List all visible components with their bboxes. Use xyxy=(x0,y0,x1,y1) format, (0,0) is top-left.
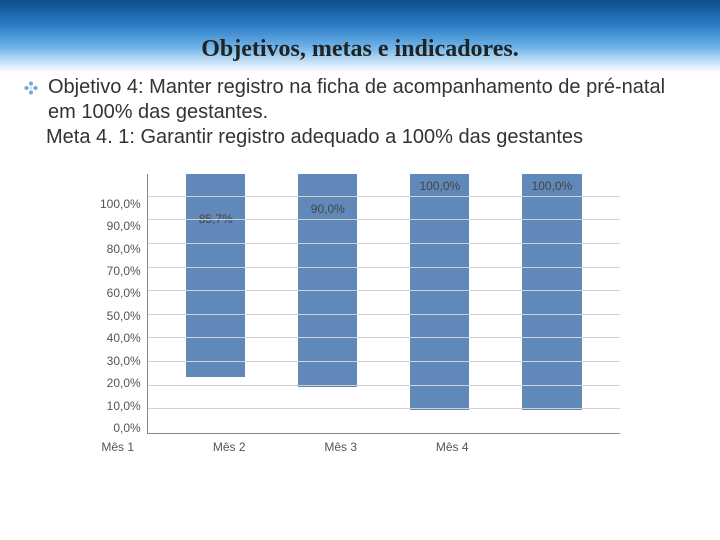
grid-line xyxy=(148,408,620,409)
y-tick-label: 60,0% xyxy=(107,287,141,299)
x-tick-label: Mês 2 xyxy=(180,440,278,454)
objective-text: Objetivo 4: Manter registro na ficha de … xyxy=(48,75,696,125)
bars-container: 85,7% 90,0% 100,0% 100,0% xyxy=(148,174,620,433)
bar-value-label: 100,0% xyxy=(532,179,573,193)
bar-column: 85,7% xyxy=(166,174,265,433)
grid-line xyxy=(148,361,620,362)
y-tick-label: 20,0% xyxy=(107,377,141,389)
y-tick-label: 0,0% xyxy=(113,422,140,434)
bar-column: 90,0% xyxy=(278,174,377,433)
y-tick-label: 90,0% xyxy=(107,220,141,232)
bullet-icon xyxy=(24,81,38,95)
x-axis: Mês 1 Mês 2 Mês 3 Mês 4 xyxy=(50,434,520,454)
bar xyxy=(410,174,469,410)
y-tick-label: 10,0% xyxy=(107,400,141,412)
bar-chart: 100,0% 90,0% 80,0% 70,0% 60,0% 50,0% 40,0% 30,0… xyxy=(100,174,620,434)
slide-title: Objetivos, metas e indicadores. xyxy=(0,36,720,63)
grid-line xyxy=(148,196,620,197)
y-tick-label: 100,0% xyxy=(100,198,141,210)
grid-line xyxy=(148,243,620,244)
bar xyxy=(522,174,581,410)
grid-line xyxy=(148,337,620,338)
goal-text: Meta 4. 1: Garantir registro adequado a … xyxy=(24,125,696,150)
y-tick-label: 70,0% xyxy=(107,265,141,277)
body-text: Objetivo 4: Manter registro na ficha de … xyxy=(0,75,720,156)
bar-column: 100,0% xyxy=(391,174,490,433)
y-tick-label: 30,0% xyxy=(107,355,141,367)
bar-value-label: 90,0% xyxy=(311,202,345,216)
grid-line xyxy=(148,385,620,386)
grid-line xyxy=(148,314,620,315)
bar-column: 100,0% xyxy=(503,174,602,433)
x-tick-label: Mês 4 xyxy=(403,440,501,454)
grid-line xyxy=(148,267,620,268)
bar xyxy=(186,174,245,377)
plot-area: 85,7% 90,0% 100,0% 100,0% xyxy=(147,174,620,434)
x-tick-label: Mês 1 xyxy=(69,440,167,454)
y-tick-label: 40,0% xyxy=(107,332,141,344)
y-tick-label: 50,0% xyxy=(107,310,141,322)
y-tick-label: 80,0% xyxy=(107,243,141,255)
y-axis: 100,0% 90,0% 80,0% 70,0% 60,0% 50,0% 40,0% 30,0… xyxy=(100,174,147,434)
x-tick-label: Mês 3 xyxy=(292,440,390,454)
objective-row: Objetivo 4: Manter registro na ficha de … xyxy=(24,75,696,125)
grid-line xyxy=(148,290,620,291)
grid-line xyxy=(148,219,620,220)
bar-value-label: 100,0% xyxy=(420,179,461,193)
